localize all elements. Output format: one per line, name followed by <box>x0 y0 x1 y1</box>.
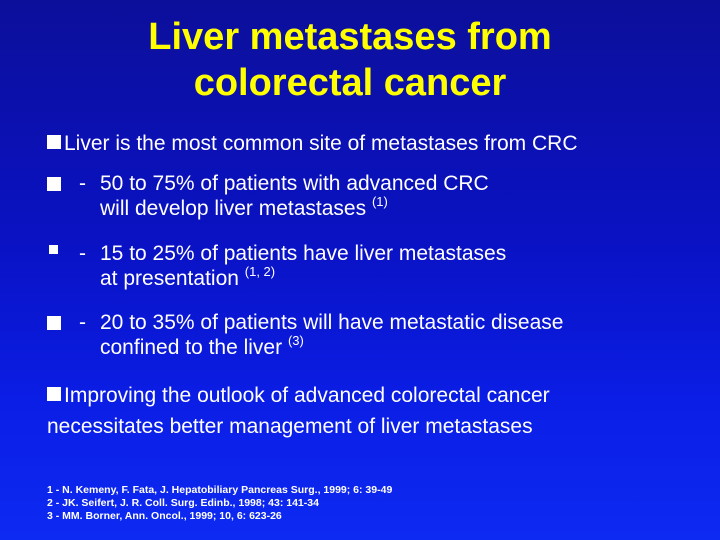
square-bullet-icon <box>47 316 61 330</box>
citation: (1) <box>371 194 388 209</box>
reference-2: 2 - JK. Seifert, J. R. Coll. Surg. Edinb… <box>47 497 319 509</box>
conclusion-line-2: necessitates better management of liver … <box>47 415 533 438</box>
main-bullet: Liver is the most common site of metasta… <box>47 131 578 156</box>
reference-1: 1 - N. Kemeny, F. Fata, J. Hepatobiliary… <box>47 484 393 496</box>
conclusion: Improving the outlook of advanced colore… <box>47 380 550 442</box>
square-bullet-icon <box>47 135 61 149</box>
dash-marker: - <box>79 172 86 195</box>
title-line-1: Liver metastases from <box>148 16 552 58</box>
subpoint-1-line-1: 50 to 75% of patients with advanced CRC <box>100 172 489 195</box>
title-line-2: colorectal cancer <box>193 62 507 104</box>
references: 1 - N. Kemeny, F. Fata, J. Hepatobiliary… <box>47 484 392 523</box>
dash-marker: - <box>79 242 86 265</box>
subpoint-1: - 50 to 75% of patients with advanced CR… <box>46 171 666 221</box>
square-bullet-icon <box>47 387 61 401</box>
subpoint-3-line-1: 20 to 35% of patients will have metastat… <box>100 311 564 334</box>
subpoint-3: - 20 to 35% of patients will have metast… <box>46 310 666 360</box>
citation: (1, 2) <box>244 264 276 279</box>
square-bullet-icon <box>47 177 61 191</box>
subpoint-2-line-1: 15 to 25% of patients have liver metasta… <box>100 242 507 265</box>
square-bullet-icon <box>49 245 58 254</box>
subpoint-2-line-2: at presentation (1, 2) <box>100 264 276 290</box>
main-bullet-text: Liver is the most common site of metasta… <box>64 132 578 155</box>
conclusion-line-1: Improving the outlook of advanced colore… <box>64 384 550 407</box>
reference-3: 3 - MM. Borner, Ann. Oncol., 1999; 10, 6… <box>47 510 282 522</box>
subpoint-2: - 15 to 25% of patients have liver metas… <box>46 241 666 291</box>
slide-title: Liver metastases from colorectal cancer <box>0 14 700 106</box>
subpoint-3-line-2: confined to the liver (3) <box>100 333 304 359</box>
dash-marker: - <box>79 311 86 334</box>
subpoint-1-line-2: will develop liver metastases (1) <box>100 194 388 220</box>
citation: (3) <box>287 333 304 348</box>
